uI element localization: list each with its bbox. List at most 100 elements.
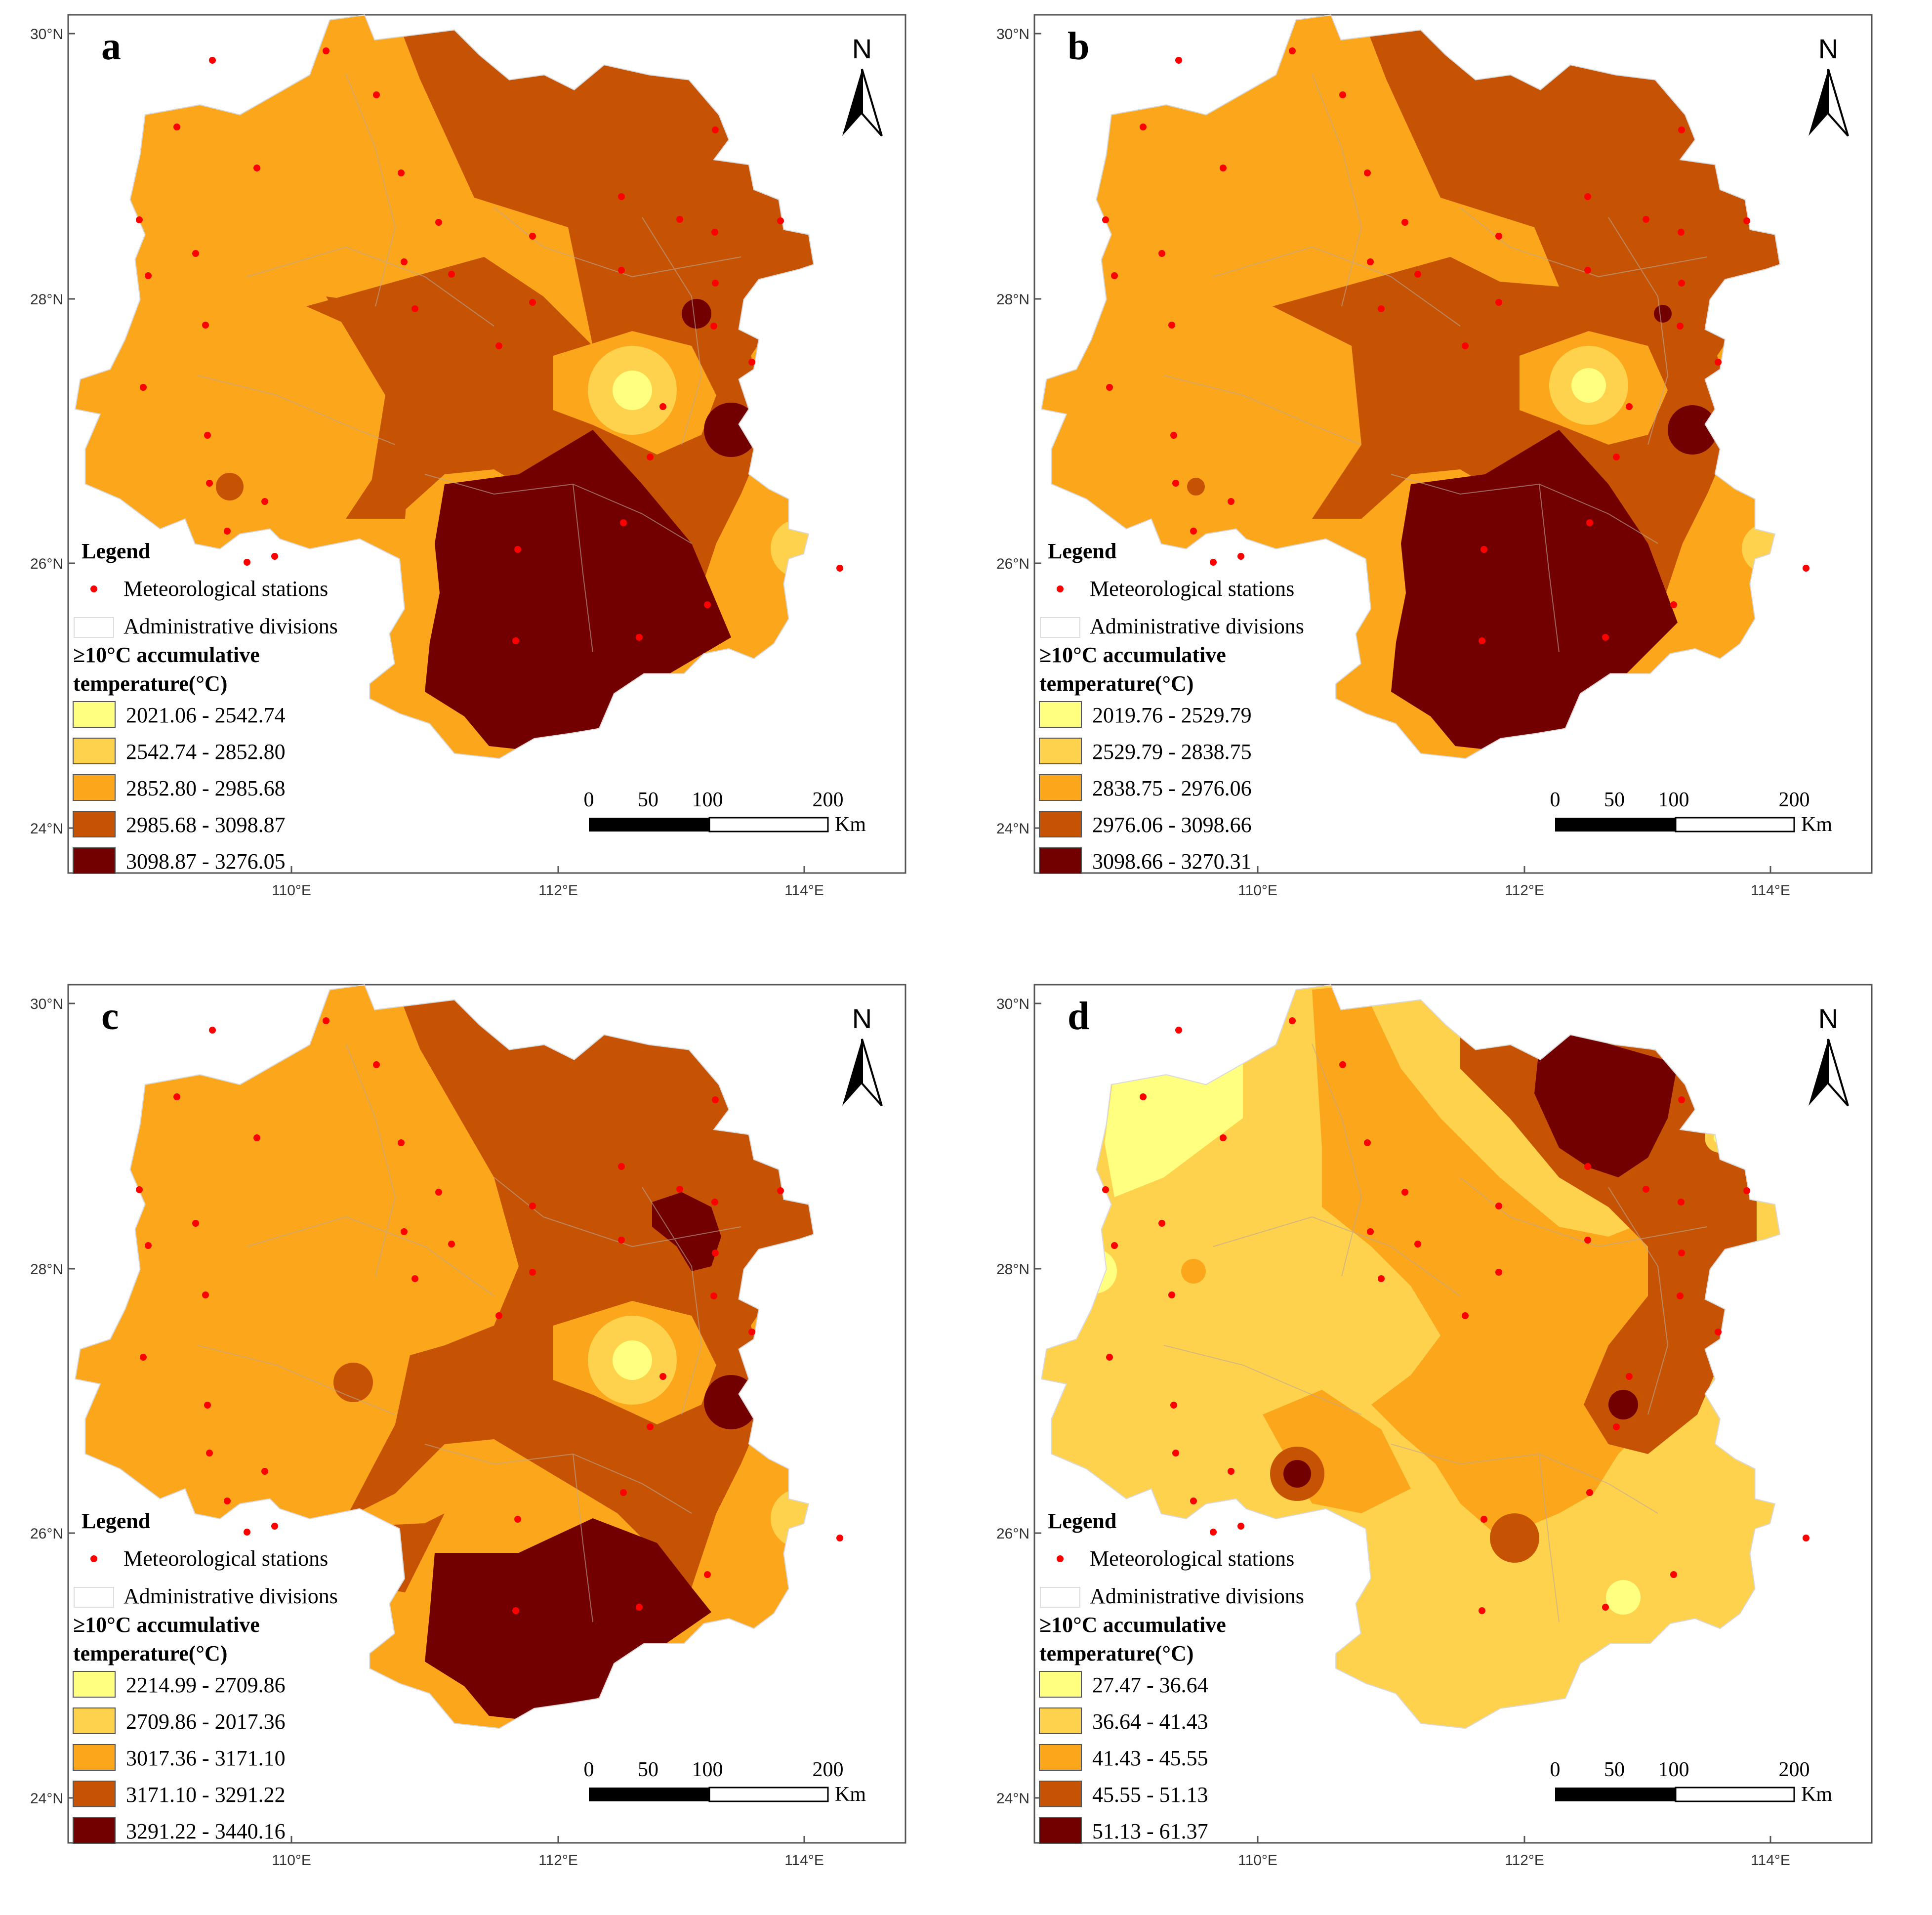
map-panel-d: 30°N 28°N 26°N 24°N 110°E 112°E 114°E d N Legend M… — [966, 970, 1932, 1915]
lat-tick-label: 26°N — [30, 1526, 63, 1542]
class-zone — [682, 299, 711, 329]
meteorological-station — [261, 498, 268, 505]
scale-bar-tick: 0 — [584, 789, 594, 811]
meteorological-station — [512, 637, 519, 644]
meteorological-station — [636, 1604, 643, 1611]
lat-tick-label: 28°N — [996, 291, 1029, 308]
station-points — [136, 47, 843, 644]
scale-bar-segment — [1675, 1787, 1795, 1802]
panel-letter: a — [101, 25, 121, 68]
class-zone — [771, 1489, 814, 1548]
meteorological-station — [145, 272, 152, 279]
legend-class-label: 2214.99 - 2709.86 — [126, 1673, 286, 1697]
meteorological-station — [1414, 271, 1421, 278]
meteorological-station — [618, 193, 625, 200]
division-symbol — [74, 1587, 114, 1608]
scale-bar-tick: 200 — [813, 1758, 844, 1781]
meteorological-station — [1220, 165, 1227, 171]
meteorological-station — [529, 299, 536, 306]
meteorological-station — [398, 1139, 405, 1146]
legend-stations-label: Meteorological stations — [1090, 577, 1294, 601]
scale-bar-segment — [708, 817, 829, 833]
meteorological-station — [401, 1228, 408, 1235]
legend-stations-label: Meteorological stations — [1090, 1546, 1294, 1571]
lat-tick-label: 24°N — [996, 821, 1029, 837]
meteorological-station — [1367, 1228, 1374, 1235]
meteorological-station — [529, 1269, 536, 1276]
lat-tick-label: 30°N — [996, 996, 1029, 1012]
meteorological-station — [1170, 432, 1177, 439]
meteorological-station — [1289, 47, 1296, 54]
lat-tick-label: 28°N — [30, 291, 63, 308]
lat-tick-label: 30°N — [30, 26, 63, 42]
panel-letter: c — [101, 995, 119, 1038]
meteorological-station — [1495, 1269, 1502, 1276]
meteorological-station — [1378, 1275, 1385, 1282]
legend-swatch — [1039, 1817, 1082, 1844]
meteorological-station — [411, 305, 418, 312]
meteorological-station — [206, 1450, 213, 1457]
meteorological-station — [173, 1093, 180, 1100]
meteorological-station — [1364, 169, 1371, 176]
meteorological-station — [1743, 217, 1750, 224]
legend-variable-label: ≥10°C accumulative — [1039, 1613, 1226, 1637]
class-zone — [216, 473, 244, 500]
legend-class-label: 41.43 - 45.55 — [1092, 1746, 1208, 1770]
meteorological-station — [1743, 1187, 1750, 1194]
class-zone — [1490, 1513, 1539, 1563]
class-zone — [1668, 405, 1717, 455]
legend-class-label: 36.64 - 41.43 — [1092, 1709, 1208, 1734]
meteorological-station — [1140, 124, 1147, 130]
meteorological-station — [1803, 1535, 1809, 1541]
map-svg: 30°N 28°N 26°N 24°N 110°E 112°E 114°E b N Legend M… — [996, 14, 1873, 899]
legend-class-label: 2709.86 - 2017.36 — [126, 1709, 286, 1734]
lon-tick-label: 112°E — [538, 882, 578, 899]
meteorological-station — [253, 165, 260, 171]
map-panel-c: 30°N 28°N 26°N 24°N 110°E 112°E 114°E c N Legend M… — [0, 970, 966, 1915]
meteorological-station — [704, 1571, 711, 1578]
meteorological-station — [1158, 1220, 1165, 1227]
meteorological-station — [1378, 305, 1385, 312]
legend-variable-unit: temperature(°C) — [1039, 1641, 1193, 1665]
class-zone — [346, 985, 814, 1587]
meteorological-station — [271, 1523, 278, 1530]
map-svg: 30°N 28°N 26°N 24°N 110°E 112°E 114°E d N Legend M… — [996, 984, 1873, 1869]
map-svg: 30°N 28°N 26°N 24°N 110°E 112°E 114°E c N Legend M… — [30, 984, 906, 1869]
meteorological-station — [224, 1498, 231, 1504]
meteorological-station — [1190, 528, 1197, 535]
meteorological-station — [1106, 384, 1113, 391]
class-zone — [1534, 999, 1678, 1177]
lon-tick-label: 110°E — [272, 882, 311, 899]
meteorological-station — [1678, 1199, 1685, 1206]
lat-tick-label: 26°N — [996, 1526, 1029, 1542]
station-symbol — [1057, 1555, 1064, 1562]
meteorological-station — [647, 454, 654, 460]
legend-swatch — [73, 1817, 116, 1844]
meteorological-station — [206, 480, 213, 487]
legend-class-label: 3291.22 - 3440.16 — [126, 1819, 286, 1843]
scale-bar-segment — [708, 1787, 829, 1802]
meteorological-station — [224, 528, 231, 535]
meteorological-station — [1102, 216, 1109, 223]
class-zone — [1187, 478, 1205, 496]
scale-bar-segment — [1555, 1788, 1676, 1801]
meteorological-station — [1678, 280, 1685, 287]
meteorological-station — [1678, 1249, 1685, 1256]
meteorological-station — [1172, 480, 1179, 487]
station-points — [1102, 1017, 1809, 1614]
meteorological-station — [711, 229, 718, 236]
legend-swatch — [73, 1671, 116, 1698]
meteorological-station — [529, 233, 536, 240]
meteorological-station — [647, 1423, 654, 1430]
legend-class-label: 3017.36 - 3171.10 — [126, 1746, 286, 1770]
legend-title: Legend — [1048, 539, 1116, 563]
legend-swatch — [1039, 1671, 1082, 1698]
lon-tick-label: 110°E — [1238, 882, 1277, 899]
legend-class-label: 3171.10 - 3291.22 — [126, 1783, 286, 1807]
legend-class-label: 2838.75 - 2976.06 — [1092, 776, 1252, 800]
meteorological-station — [1237, 1523, 1244, 1530]
legend-title: Legend — [82, 539, 150, 563]
north-arrow-icon: N — [1809, 1003, 1849, 1107]
meteorological-station — [777, 1187, 784, 1194]
